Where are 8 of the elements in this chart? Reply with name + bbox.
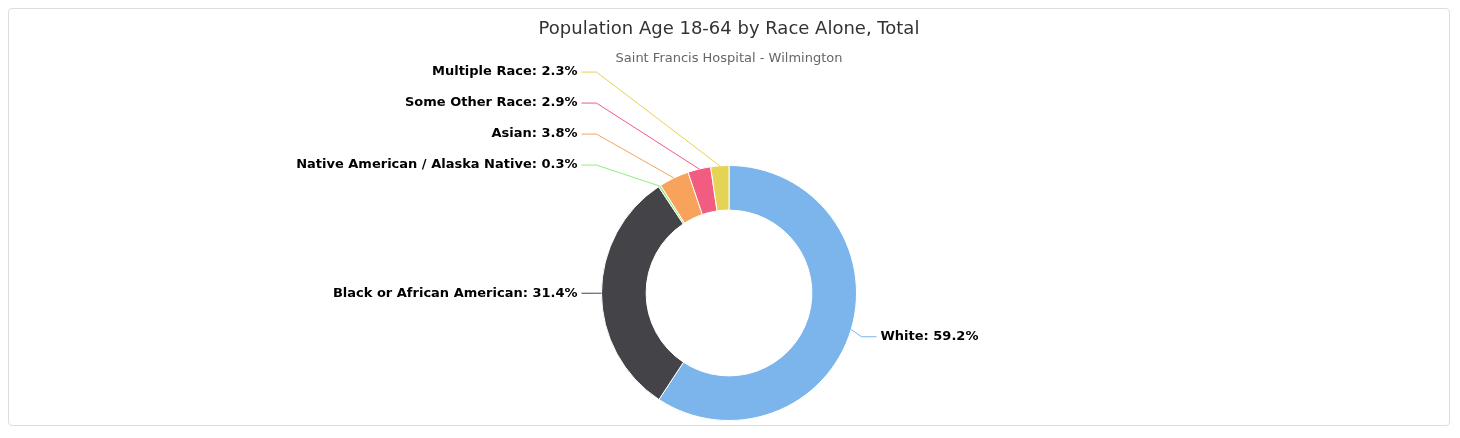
slice-label: Black or African American: 31.4% [332, 284, 578, 300]
slice-label: Multiple Race: 2.3% [431, 63, 578, 79]
slice-label: White: 59.2% [880, 328, 979, 344]
chart-title: Population Age 18-64 by Race Alone, Total [537, 16, 921, 38]
slice-label: Some Other Race: 2.9% [404, 94, 578, 110]
slice-label: Native American / Alaska Native: 0.3% [296, 156, 578, 172]
chart-subtitle: Saint Francis Hospital - Wilmington [614, 49, 844, 65]
slice-label: Asian: 3.8% [491, 125, 578, 141]
